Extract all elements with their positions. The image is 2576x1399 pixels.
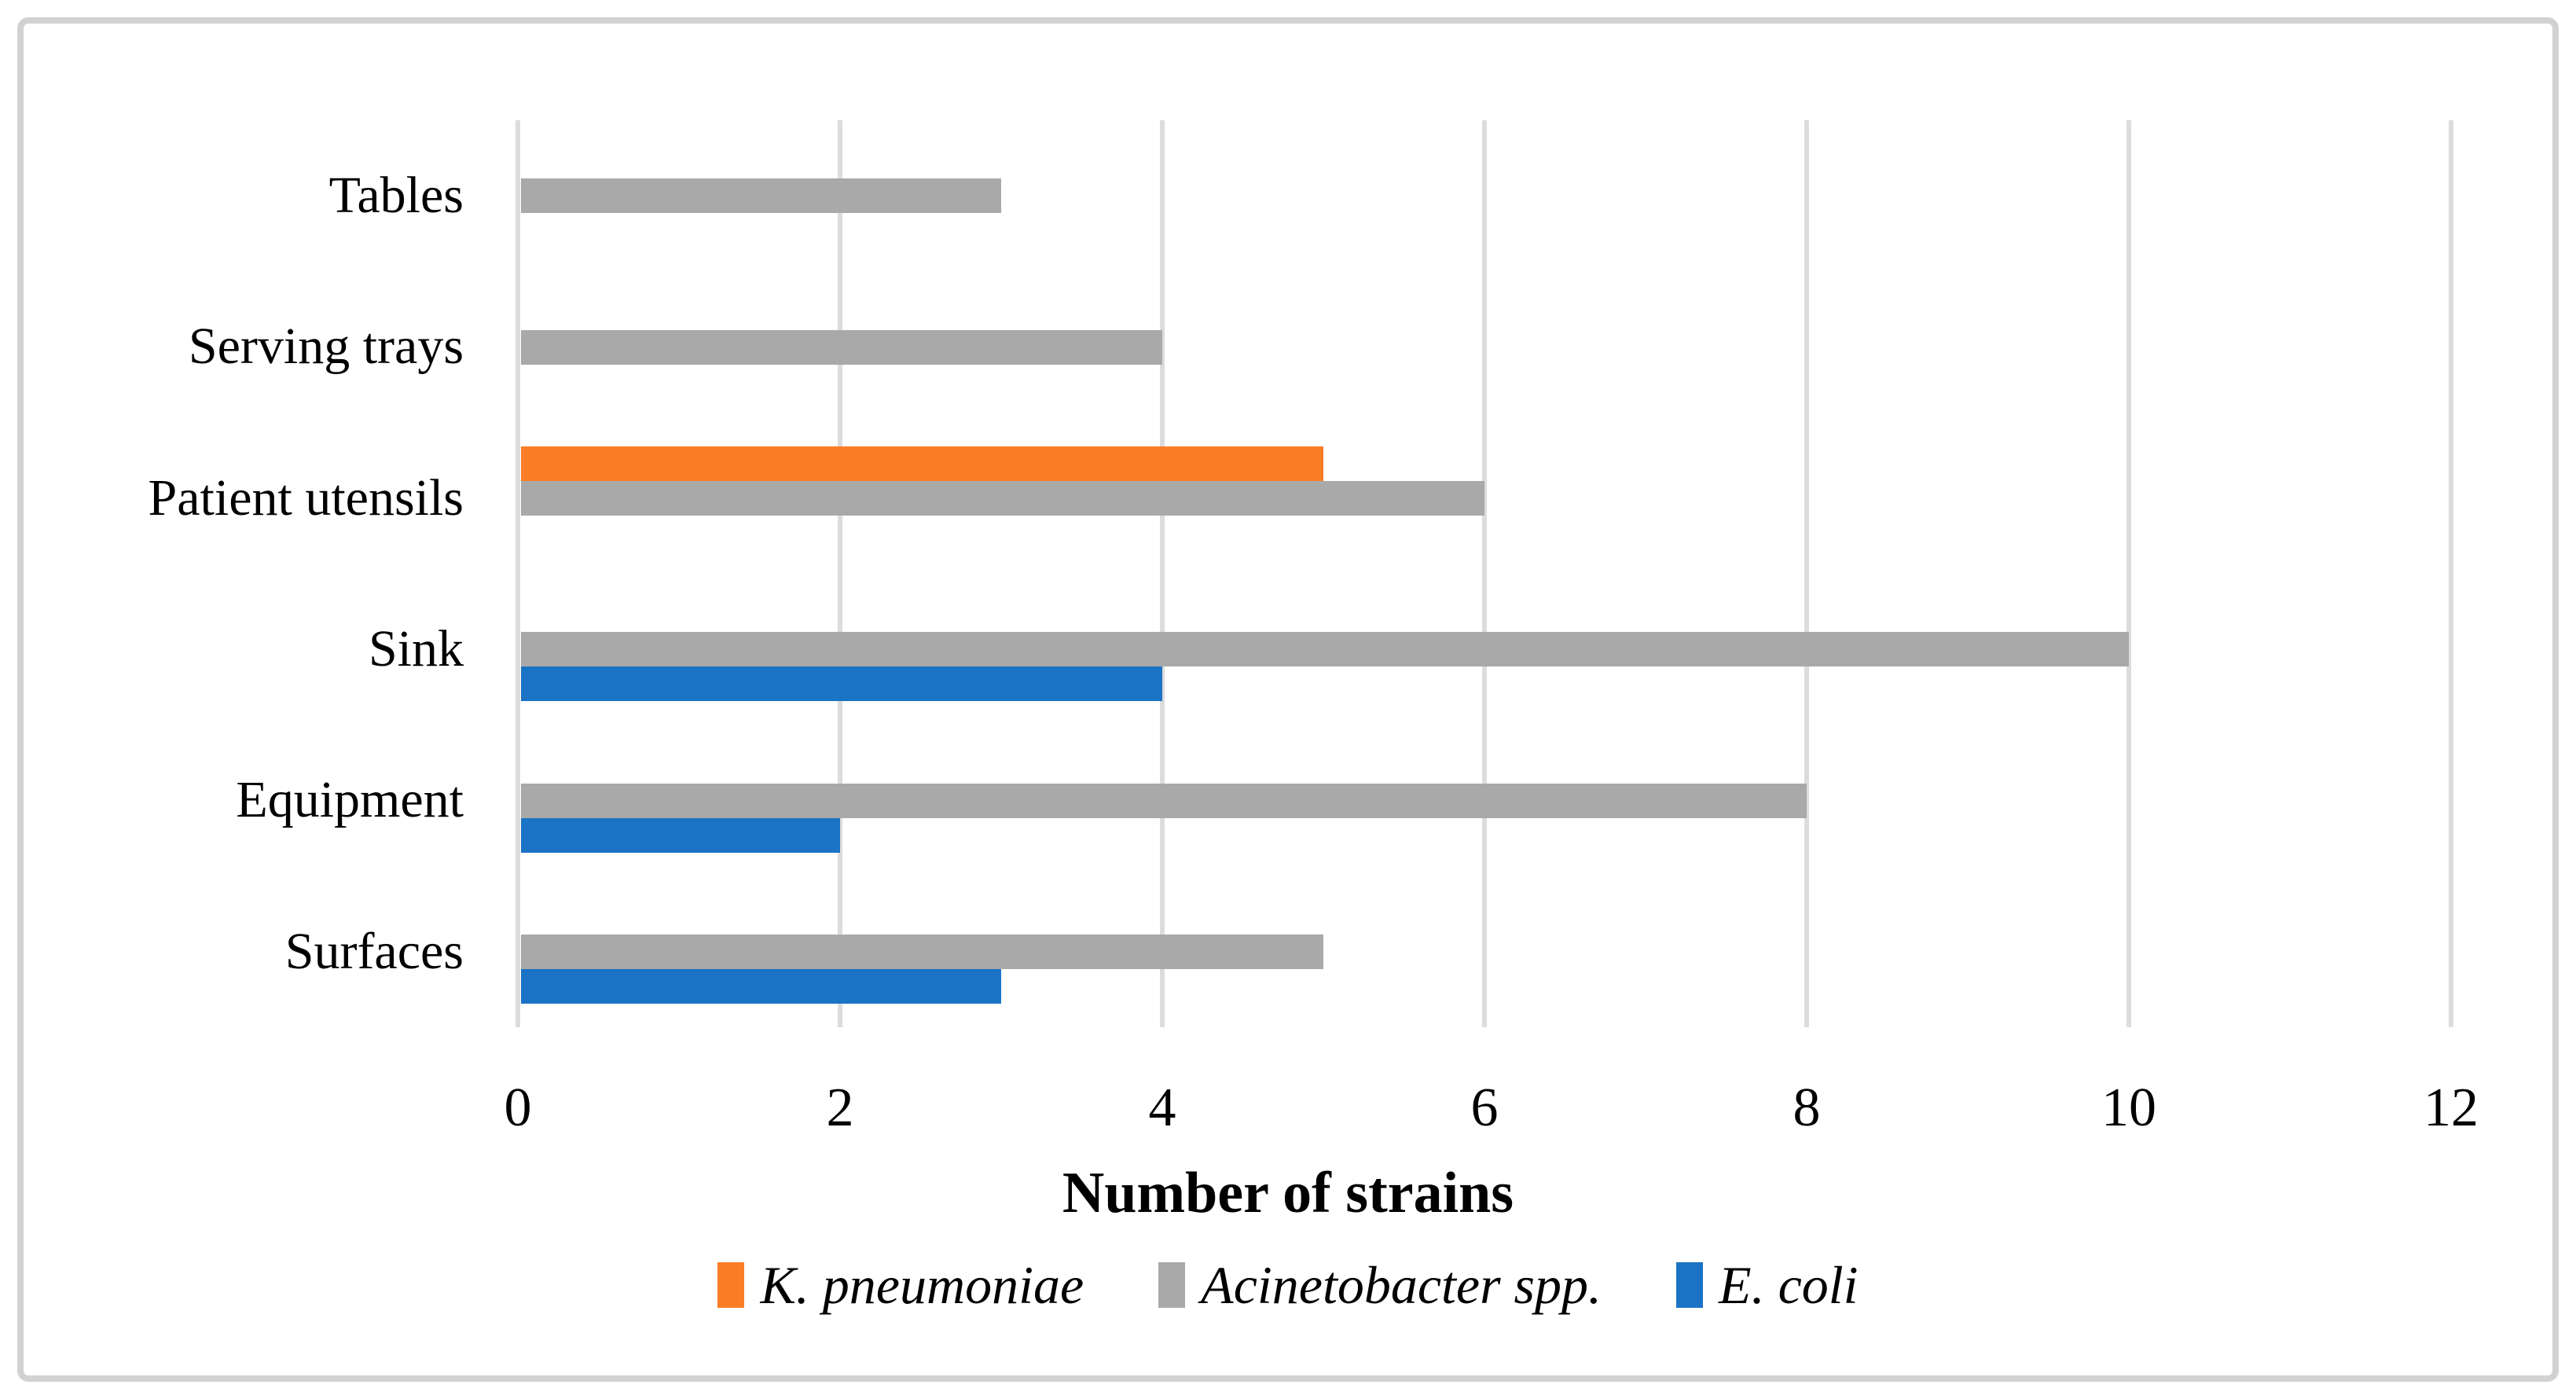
gridline-x-10 [2126, 120, 2131, 1027]
legend-swatch-e-coli [1676, 1262, 1704, 1308]
category-label-tables: Tables [328, 167, 464, 225]
bar-acinetobacter-spp-sink [521, 632, 2129, 667]
category-label-surfaces: Surfaces [284, 922, 464, 980]
x-tick-label-12: 12 [2424, 1078, 2479, 1138]
legend-swatch-acinetobacter-spp [1158, 1262, 1186, 1308]
category-label-sink: Sink [368, 620, 464, 678]
x-axis-ticks: 0 2 4 6 8 10 12 [505, 1075, 2479, 1141]
legend-item-k-pneumoniae: K. pneumoniae [717, 1258, 1084, 1312]
category-label-equipment: Equipment [236, 771, 464, 829]
bar-k-pneumoniae-patient-utensils [521, 446, 1323, 481]
x-tick-label-6: 6 [1470, 1078, 1499, 1138]
gridline-x-6 [1482, 120, 1487, 1027]
bar-e-coli-sink [521, 666, 1162, 702]
gridline-x-2 [838, 120, 842, 1027]
bar-acinetobacter-spp-tables [521, 178, 1001, 214]
x-tick-label-4: 4 [1148, 1078, 1176, 1138]
gridline-x-4 [1160, 120, 1165, 1027]
legend: K. pneumoniae Acinetobacter spp. E. coli [0, 1254, 2576, 1316]
x-tick-label-2: 2 [826, 1078, 854, 1138]
legend-label-k-pneumoniae: K. pneumoniae [760, 1255, 1084, 1315]
legend-label-e-coli: E. coli [1719, 1255, 1859, 1315]
legend-item-e-coli: E. coli [1676, 1258, 1859, 1312]
legend-label-acinetobacter-spp: Acinetobacter spp. [1201, 1255, 1602, 1315]
x-tick-label-8: 8 [1793, 1078, 1821, 1138]
bar-e-coli-equipment [521, 817, 840, 853]
legend-item-acinetobacter-spp: Acinetobacter spp. [1158, 1258, 1602, 1312]
bar-acinetobacter-spp-surfaces [521, 934, 1323, 969]
category-label-serving-trays: Serving trays [188, 318, 464, 376]
legend-swatch-k-pneumoniae [717, 1262, 745, 1308]
bar-acinetobacter-spp-equipment [521, 783, 1807, 818]
x-axis-title: Number of strains [1062, 1161, 1514, 1225]
category-label-patient-utensils: Patient utensils [148, 468, 464, 527]
bar-acinetobacter-spp-patient-utensils [521, 480, 1484, 516]
category-axis: Tables Serving trays Patient utensils Sink E… [24, 120, 464, 1027]
x-tick-label-10: 10 [2101, 1078, 2156, 1138]
plot-area [516, 120, 2453, 1027]
bar-acinetobacter-spp-serving-trays [521, 329, 1162, 365]
gridline-x-8 [1804, 120, 1809, 1027]
y-axis-line [516, 120, 520, 1027]
figure-frame [17, 17, 2559, 1382]
gridline-x-12 [2449, 120, 2453, 1027]
x-tick-label-0: 0 [504, 1078, 532, 1138]
bar-e-coli-surfaces [521, 968, 1001, 1004]
